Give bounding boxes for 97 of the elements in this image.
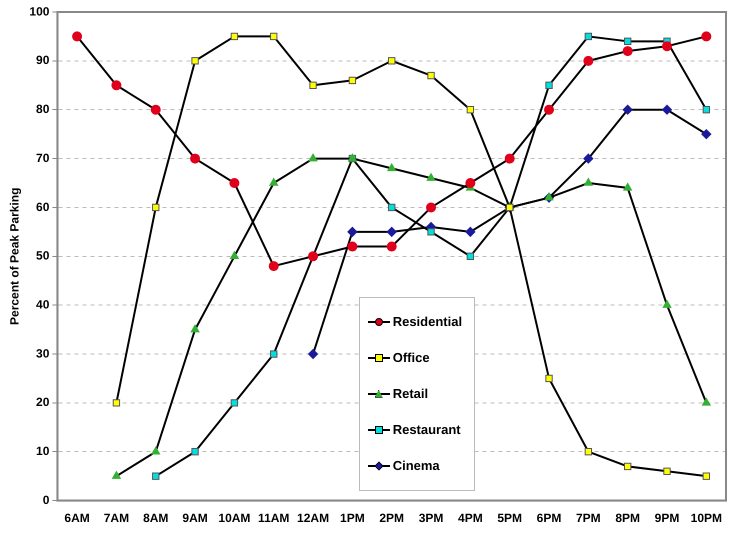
point xyxy=(191,448,199,456)
point xyxy=(112,471,121,479)
y-axis-title: Percent of Peak Parking xyxy=(8,188,22,325)
point xyxy=(230,251,239,260)
legend-label: Cinema xyxy=(392,458,440,474)
x-tick-label: 10PM xyxy=(690,511,722,526)
point xyxy=(190,324,200,332)
point xyxy=(504,154,515,164)
legend-label: Residential xyxy=(392,314,462,330)
point xyxy=(465,178,476,188)
point xyxy=(465,226,476,237)
point xyxy=(584,178,593,186)
x-tick-label: 10AM xyxy=(218,511,250,526)
point xyxy=(662,41,672,52)
point xyxy=(112,399,120,407)
point xyxy=(584,32,592,40)
point xyxy=(348,76,356,84)
y-tick-label: 50 xyxy=(36,248,50,263)
point xyxy=(388,57,396,65)
x-tick-label: 9PM xyxy=(654,511,680,526)
point xyxy=(466,106,474,114)
point xyxy=(662,104,672,115)
legend-label: Restaurant xyxy=(392,422,461,438)
legend-label: Retail xyxy=(392,386,428,402)
y-tick-label: 100 xyxy=(29,4,50,18)
x-tick-label: 7PM xyxy=(576,511,601,526)
point xyxy=(702,398,711,406)
point xyxy=(111,80,122,90)
point xyxy=(466,252,474,260)
y-tick-label: 40 xyxy=(36,297,50,312)
point xyxy=(544,104,554,115)
x-tick-label: 9AM xyxy=(182,511,208,526)
y-tick-label: 20 xyxy=(36,395,50,410)
point xyxy=(545,374,553,382)
point xyxy=(583,154,594,164)
point xyxy=(152,472,160,480)
point xyxy=(426,173,436,181)
y-tick-label: 90 xyxy=(36,53,50,68)
point xyxy=(308,349,318,360)
point xyxy=(347,226,358,237)
point xyxy=(230,32,238,40)
point xyxy=(270,32,278,40)
point xyxy=(427,228,435,236)
y-tick-label: 10 xyxy=(36,444,50,458)
point xyxy=(427,72,435,80)
x-tick-label: 6PM xyxy=(536,511,562,526)
point xyxy=(150,104,161,115)
point xyxy=(624,38,632,45)
point xyxy=(622,46,633,56)
point xyxy=(309,82,317,89)
y-tick-label: 0 xyxy=(42,492,50,507)
y-tick-label: 80 xyxy=(36,102,50,116)
point xyxy=(152,204,160,212)
point xyxy=(701,31,712,42)
x-tick-label: 6AM xyxy=(64,511,90,526)
point xyxy=(545,82,553,89)
point xyxy=(229,178,240,188)
point xyxy=(230,399,238,407)
point xyxy=(584,448,592,456)
point xyxy=(268,261,279,272)
point xyxy=(270,350,278,358)
point xyxy=(151,446,160,454)
point xyxy=(702,106,710,114)
point xyxy=(388,204,396,212)
point xyxy=(623,182,632,191)
x-tick-label: 3PM xyxy=(418,511,444,526)
x-tick-label: 5PM xyxy=(497,511,522,526)
point xyxy=(701,129,712,140)
point xyxy=(387,163,396,172)
point xyxy=(624,462,632,470)
x-tick-label: 2PM xyxy=(379,511,404,526)
point xyxy=(663,468,671,475)
legend-label: Office xyxy=(392,350,430,366)
point xyxy=(308,154,318,162)
point xyxy=(347,242,358,252)
point xyxy=(583,56,594,66)
point xyxy=(544,192,554,200)
point xyxy=(190,154,200,164)
point xyxy=(426,202,436,212)
x-tick-label: 7AM xyxy=(104,511,130,526)
point xyxy=(386,242,397,252)
y-tick-label: 70 xyxy=(36,150,50,165)
y-tick-label: 30 xyxy=(36,346,50,360)
point xyxy=(702,472,710,480)
point xyxy=(622,104,633,115)
point xyxy=(191,57,199,65)
point xyxy=(386,226,397,237)
y-tick-label: 60 xyxy=(36,200,50,214)
x-tick-label: 8AM xyxy=(143,511,168,526)
x-tick-label: 12AM xyxy=(297,511,330,526)
x-tick-label: 4PM xyxy=(458,511,483,526)
x-tick-label: 1PM xyxy=(340,511,365,526)
x-tick-label: 8PM xyxy=(615,511,640,526)
point xyxy=(662,300,672,308)
x-tick-label: 11AM xyxy=(258,511,290,526)
point xyxy=(269,178,278,186)
point xyxy=(72,31,82,42)
